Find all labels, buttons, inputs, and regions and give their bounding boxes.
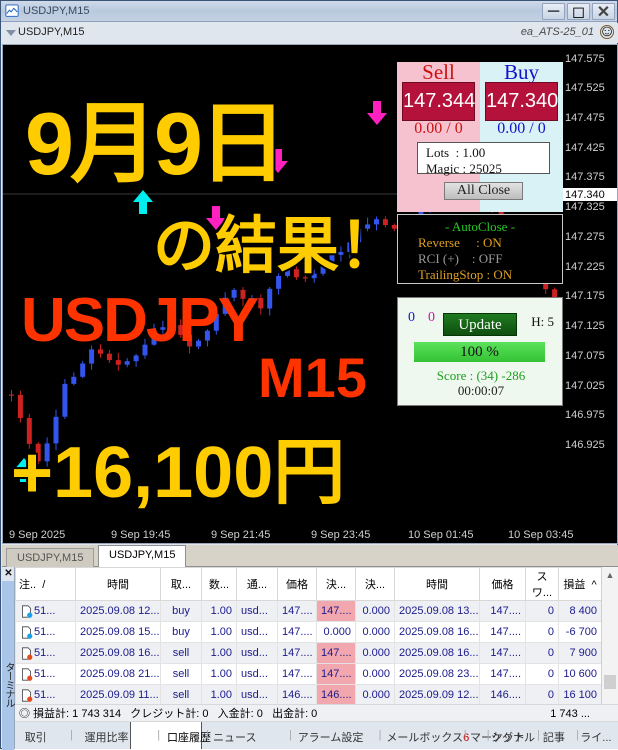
svg-text:147.575: 147.575 [565, 53, 605, 65]
svg-text:147.175: 147.175 [565, 290, 605, 302]
svg-text:146.925: 146.925 [565, 439, 605, 451]
svg-text:9 Sep 2025: 9 Sep 2025 [9, 529, 65, 541]
svg-text:147.425: 147.425 [565, 142, 605, 154]
svg-text:147.340: 147.340 [565, 189, 605, 201]
svg-text:10 Sep 01:45: 10 Sep 01:45 [408, 529, 473, 541]
svg-text:147.525: 147.525 [565, 82, 605, 94]
svg-text:147.375: 147.375 [565, 171, 605, 183]
svg-text:147.025: 147.025 [565, 380, 605, 392]
svg-text:146.975: 146.975 [565, 409, 605, 421]
svg-text:147.075: 147.075 [565, 350, 605, 362]
svg-text:147.225: 147.225 [565, 261, 605, 273]
svg-text:147.125: 147.125 [565, 320, 605, 332]
svg-text:147.325: 147.325 [565, 201, 605, 213]
svg-text:9 Sep 19:45: 9 Sep 19:45 [111, 529, 170, 541]
svg-text:9 Sep 21:45: 9 Sep 21:45 [211, 529, 270, 541]
svg-text:147.275: 147.275 [565, 231, 605, 243]
svg-text:9 Sep 23:45: 9 Sep 23:45 [311, 529, 370, 541]
svg-text:10 Sep 03:45: 10 Sep 03:45 [508, 529, 573, 541]
svg-text:147.475: 147.475 [565, 112, 605, 124]
